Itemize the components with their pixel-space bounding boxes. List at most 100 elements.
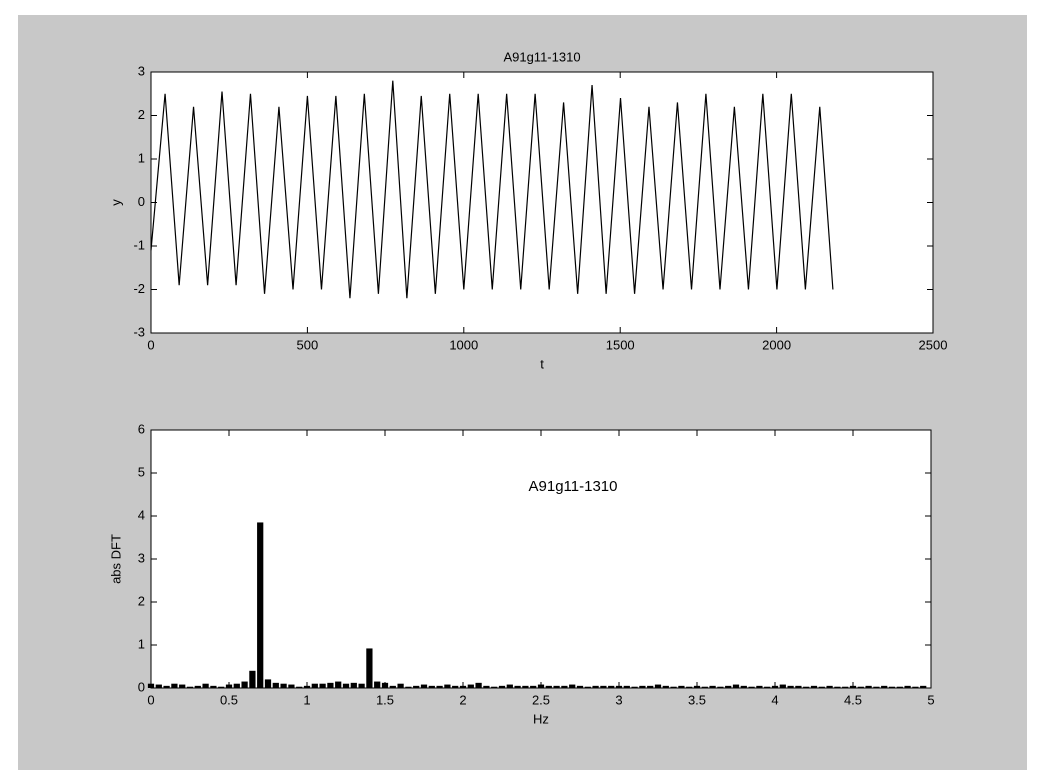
bar [483, 685, 490, 688]
bar [444, 684, 451, 688]
y-tick-label: 4 [138, 507, 145, 522]
bar [631, 686, 638, 688]
y-tick-label: -1 [133, 237, 145, 252]
bar [358, 683, 365, 688]
x-tick-label: 0.5 [220, 692, 238, 707]
bar [311, 683, 318, 688]
bar [452, 685, 459, 688]
bar [888, 686, 896, 688]
y-tick-label: 6 [138, 421, 145, 436]
bar [553, 685, 560, 688]
bar [756, 685, 763, 688]
bar [522, 685, 529, 688]
bar [639, 685, 646, 688]
bar [904, 685, 911, 688]
bar [249, 670, 256, 688]
bar [576, 685, 584, 688]
bar [218, 686, 225, 688]
bar [810, 685, 818, 688]
bar [678, 685, 685, 688]
bar [342, 683, 350, 688]
bar [280, 683, 287, 688]
bar [857, 686, 864, 688]
bar [374, 681, 381, 688]
bar [787, 685, 794, 688]
x-tick-label: 2500 [919, 337, 948, 352]
x-tick-label: 4.5 [844, 692, 862, 707]
bar [732, 684, 740, 688]
bar [272, 682, 279, 688]
bar [818, 686, 825, 688]
bar [842, 686, 849, 688]
bar [171, 683, 178, 688]
y-tick-label: 1 [138, 150, 145, 165]
bar [241, 681, 248, 688]
bar [194, 685, 201, 688]
y-tick-label: 0 [138, 194, 145, 209]
bar [912, 686, 919, 688]
bar [428, 685, 435, 688]
x-tick-label: 1000 [449, 337, 478, 352]
bar [600, 685, 607, 688]
bar [350, 682, 357, 688]
y-tick-label: 3 [138, 550, 145, 565]
data-line [150, 80, 834, 299]
bar [803, 686, 810, 688]
bar [186, 686, 194, 688]
bar [896, 686, 903, 688]
bar [405, 686, 412, 688]
bar [491, 686, 498, 688]
bar [202, 683, 209, 688]
y-tick-label: 0 [138, 679, 145, 694]
x-tick-label: 4 [771, 692, 778, 707]
bar [795, 685, 802, 688]
bar [210, 685, 217, 688]
bar [670, 686, 677, 688]
y-axis-label: abs DFT [108, 534, 123, 584]
axes-background [151, 72, 933, 333]
bar [654, 684, 662, 688]
x-tick-label: 3.5 [688, 692, 706, 707]
bar [545, 685, 552, 688]
y-tick-label: 2 [138, 593, 145, 608]
bar [865, 685, 872, 688]
x-tick-label: 3 [615, 692, 622, 707]
bar [413, 685, 420, 688]
bar [740, 685, 747, 688]
bar [155, 684, 162, 688]
bar [257, 522, 264, 688]
bar [662, 685, 669, 688]
bar [748, 686, 755, 688]
y-tick-label: 1 [138, 636, 145, 651]
bar [506, 684, 513, 688]
bar [920, 685, 927, 688]
y-axis-label: y [108, 199, 123, 206]
y-tick-label: 3 [138, 63, 145, 78]
x-tick-label: 0 [147, 337, 154, 352]
bar [436, 685, 443, 688]
x-tick-label: 1500 [606, 337, 635, 352]
x-tick-label: 5 [927, 692, 934, 707]
bar [389, 685, 396, 688]
y-tick-label: -2 [133, 281, 145, 296]
y-tick-label: 5 [138, 464, 145, 479]
bar [530, 685, 537, 688]
bar [608, 685, 615, 688]
bar [826, 685, 833, 688]
bar [296, 686, 303, 688]
bar [709, 685, 716, 688]
chart-title: A91g11-1310 [503, 49, 580, 64]
bar [163, 685, 170, 688]
bar [335, 681, 342, 688]
bar [647, 685, 654, 688]
x-tick-label: 500 [297, 337, 319, 352]
x-axis-label: t [540, 356, 544, 371]
bar [514, 685, 521, 688]
bar [467, 684, 474, 688]
x-axis-label: Hz [533, 711, 549, 726]
bar [475, 682, 482, 688]
bar [701, 686, 708, 688]
bar [592, 685, 599, 688]
bar [881, 685, 888, 688]
bar [834, 686, 841, 688]
